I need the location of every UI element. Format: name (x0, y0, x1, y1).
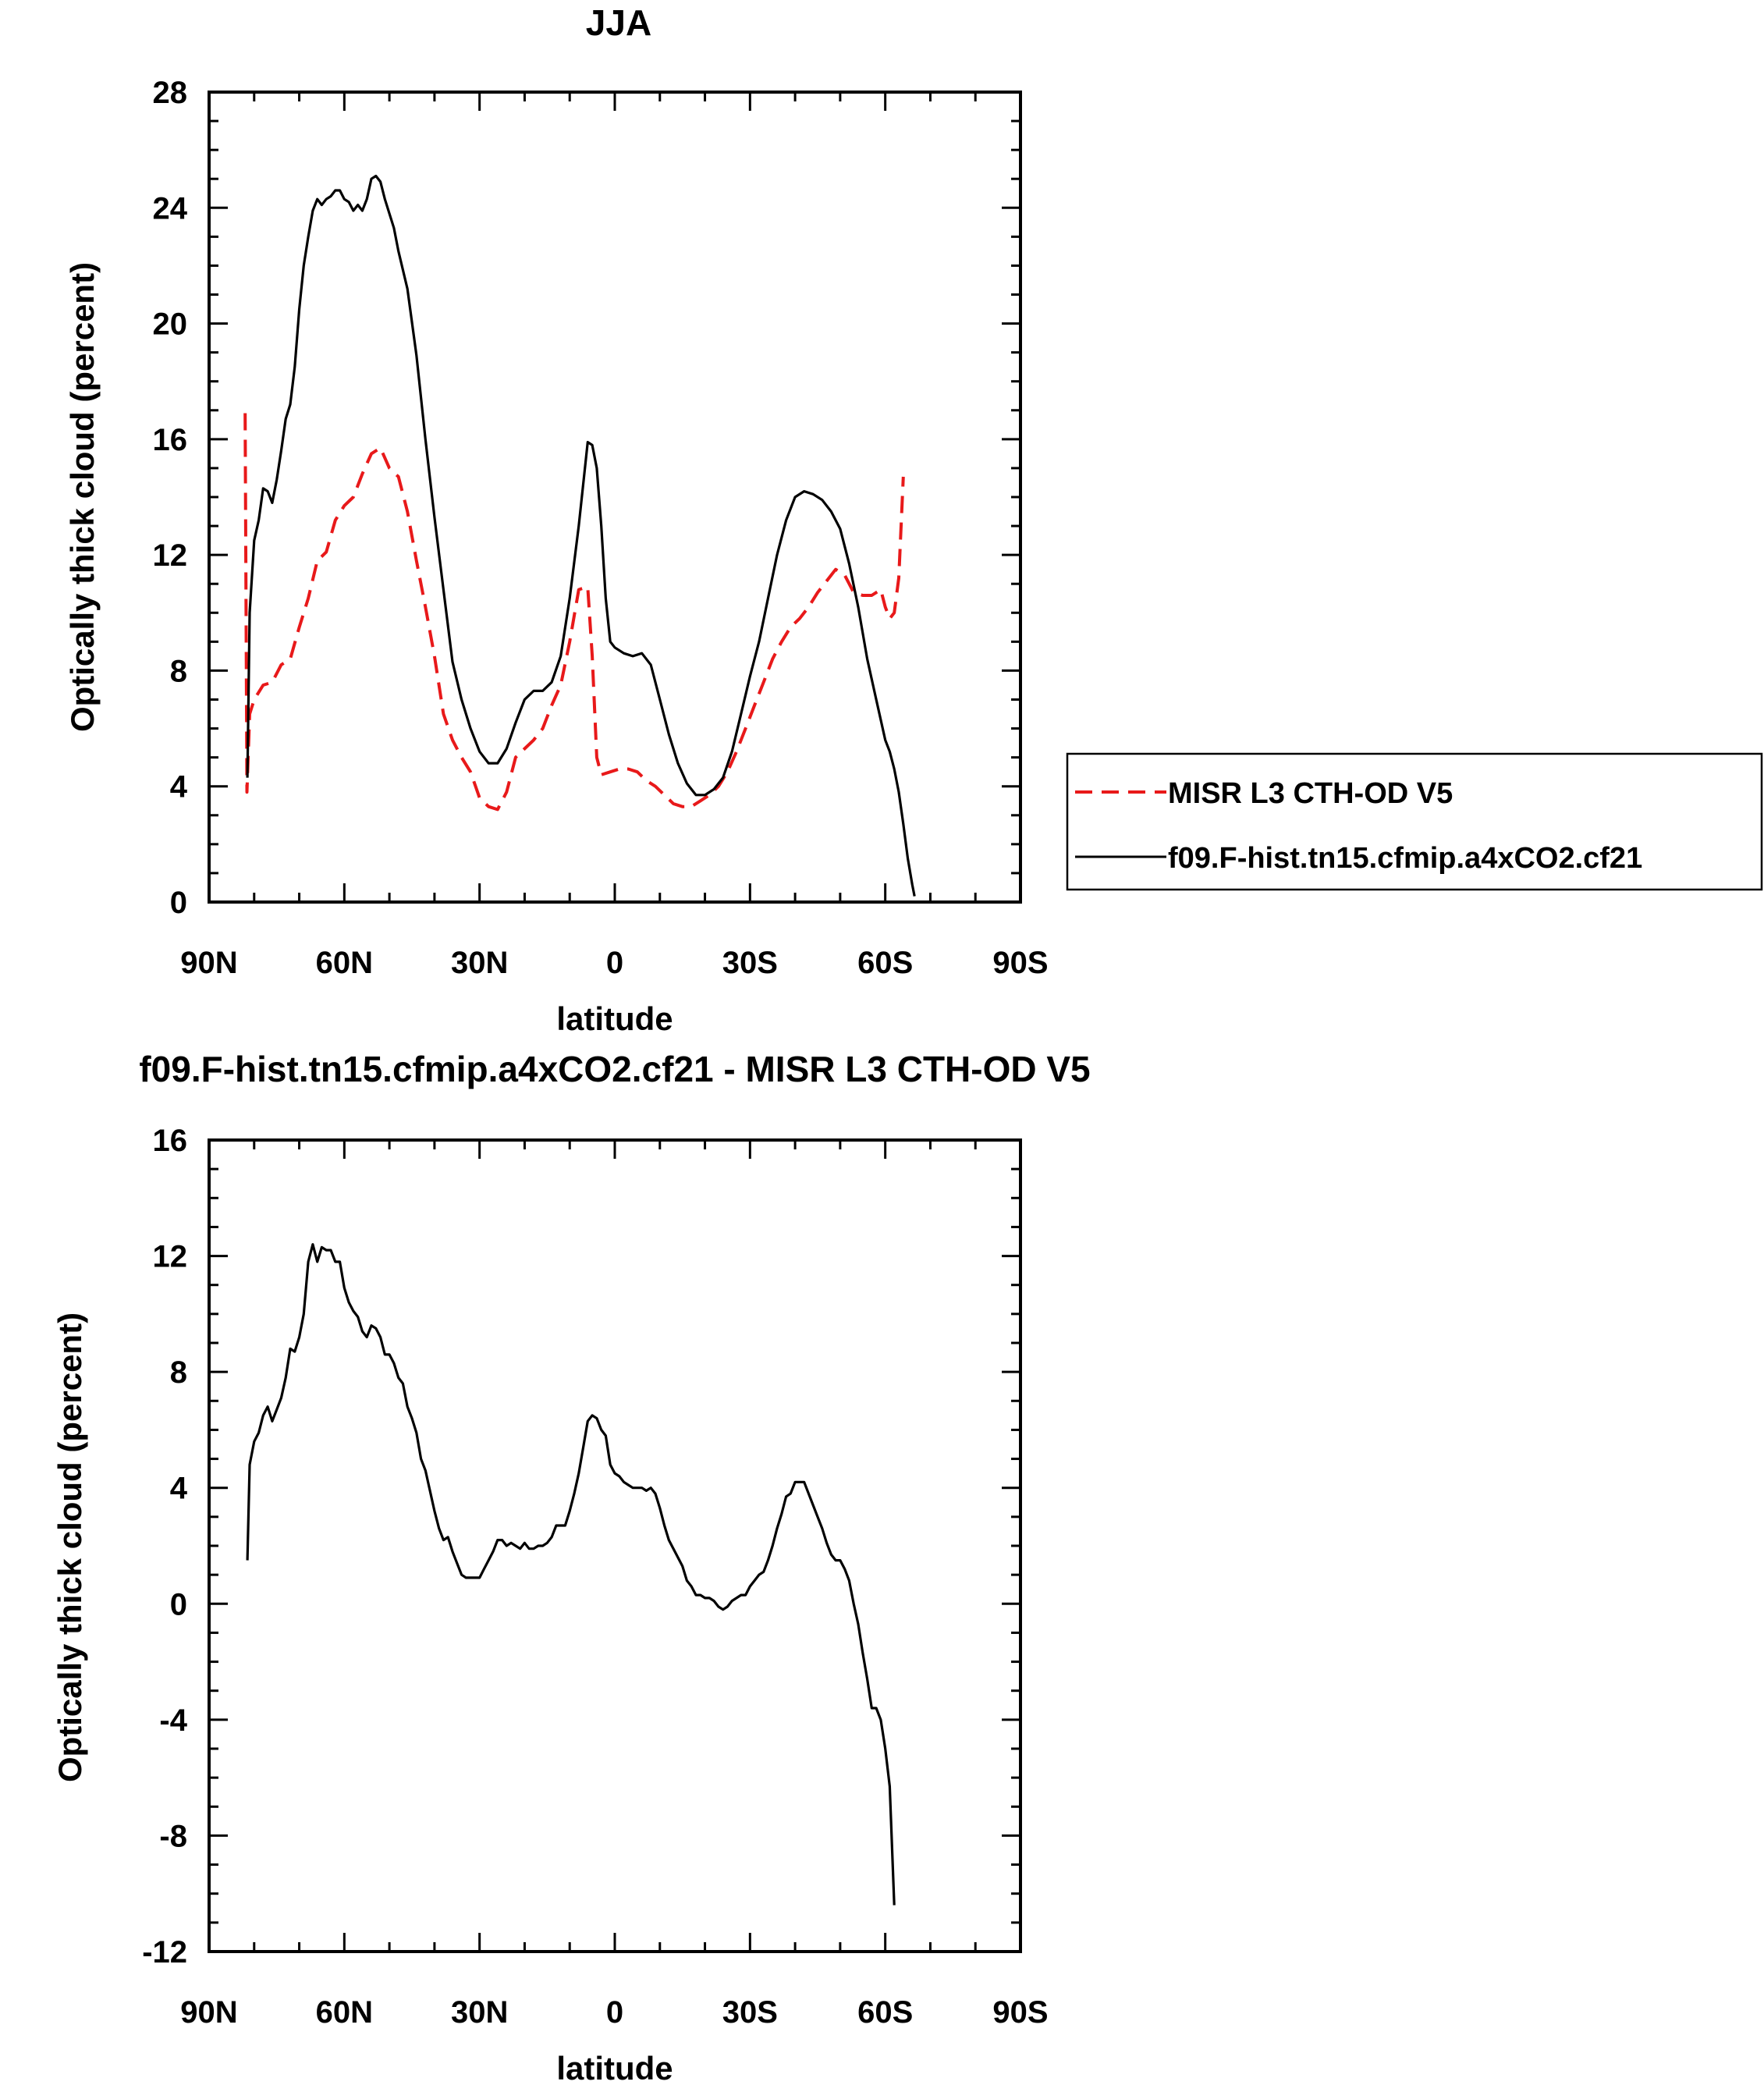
x-tick-label: 0 (606, 946, 623, 980)
y-tick-label: 16 (153, 423, 188, 457)
y-tick-label: 16 (153, 1124, 188, 1158)
legend-box (1066, 752, 1763, 891)
x-tick-label: 90N (180, 1995, 237, 2030)
top-panel-ticks: 0 4 8 12 16 20 24 28 90N 60N 30N 0 30S 60S 90S (153, 76, 1049, 980)
bottom-series-line-0 (246, 1243, 896, 1906)
x-tick-label: 60N (316, 1995, 373, 2030)
top-panel: JJA 0 4 8 12 16 20 24 28 90N 60N 30N 0 30S 60S 90S lat… (64, 2, 1763, 1037)
y-tick-label: 0 (170, 1587, 187, 1621)
chart-title-bottom: f09.F-hist.tn15.cfmip.a4xCO2.cf21 - MISR… (139, 1049, 1090, 1089)
x-tick-label: 30S (722, 1995, 778, 2030)
x-tick-label: 60N (316, 946, 373, 980)
bottom-panel-ticks: -12 -8 -4 0 4 8 12 16 90N 60N 30N 0 30S 60S 90S (142, 1124, 1048, 2030)
legend-label-model: f09.F-hist.tn15.cfmip.a4xCO2.cf21 (1168, 842, 1642, 875)
bottom-panel-series (246, 1243, 896, 1906)
y-tick-label: -8 (159, 1819, 187, 1853)
x-tick-label: 90N (180, 946, 237, 980)
bottom-panel: f09.F-hist.tn15.cfmip.a4xCO2.cf21 - MISR… (51, 1049, 1091, 2085)
y-tick-label: -12 (142, 1935, 187, 1970)
top-plot-frame (208, 91, 1022, 904)
y-tick-label: 0 (170, 886, 187, 920)
y-tick-label: -4 (159, 1703, 187, 1738)
y-tick-label: 20 (153, 307, 188, 342)
y-tick-label: 12 (153, 538, 188, 573)
x-tick-label: 30N (451, 1995, 508, 2030)
y-tick-label: 8 (170, 1355, 187, 1390)
x-tick-label: 30S (722, 946, 778, 980)
top-panel-series (243, 174, 916, 897)
y-tick-label: 28 (153, 76, 188, 110)
x-tick-label: 60S (857, 1995, 913, 2030)
x-tick-label: 90S (992, 946, 1048, 980)
legend-label-misr: MISR L3 CTH-OD V5 (1168, 777, 1453, 810)
y-axis-label-bottom: Optically thick cloud (percent) (51, 1312, 88, 1782)
top-series-line-1 (246, 174, 916, 897)
x-tick-label: 90S (992, 1995, 1048, 2030)
y-axis-label-top: Optically thick cloud (percent) (64, 262, 101, 732)
x-axis-label-top: latitude (556, 1000, 673, 1037)
bottom-plot-frame (208, 1138, 1022, 1953)
legend: MISR L3 CTH-OD V5 f09.F-hist.tn15.cfmip.… (1066, 752, 1763, 891)
chart-title-top: JJA (586, 2, 651, 43)
x-tick-label: 0 (606, 1995, 623, 2030)
y-tick-label: 12 (153, 1240, 188, 1274)
y-tick-label: 4 (170, 1472, 188, 1506)
y-tick-label: 8 (170, 654, 187, 688)
x-tick-label: 30N (451, 946, 508, 980)
top-series-line-0 (243, 413, 905, 812)
x-axis-label-bottom: latitude (556, 2050, 673, 2085)
y-tick-label: 4 (170, 770, 188, 805)
y-tick-label: 24 (153, 191, 188, 226)
x-tick-label: 60S (857, 946, 913, 980)
